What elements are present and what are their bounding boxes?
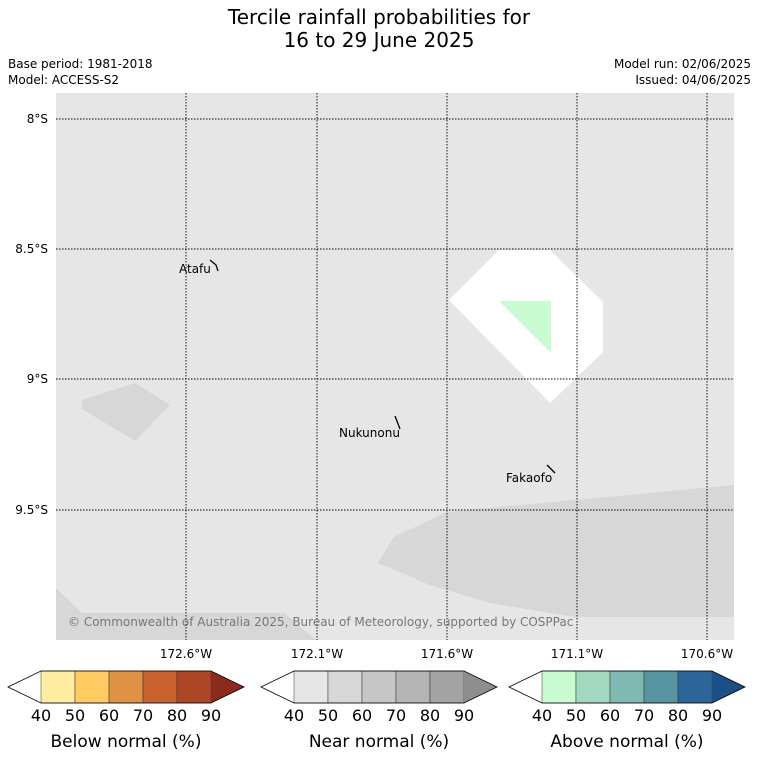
colorbar-below-normal-segment <box>74 670 110 704</box>
graticule <box>56 93 734 640</box>
colorbar-below-normal-segment <box>108 670 144 704</box>
colorbar-near-normal-segment <box>395 670 431 704</box>
colorbar-below-normal-tick-label: 70 <box>133 706 153 725</box>
lon-label-172-1w: 172.1°W <box>291 647 343 661</box>
colorbar-above-normal-segment <box>643 670 679 704</box>
colorbar-near-normal-tick-label: 80 <box>420 706 440 725</box>
colorbar-above-normal-extend-low <box>509 671 542 703</box>
near-normal-patch-west <box>82 383 170 441</box>
colorbar-above-normal-tick-label: 50 <box>566 706 586 725</box>
colorbar-above-normal-tick-label: 90 <box>702 706 722 725</box>
colorbar-near-normal-tick-label: 60 <box>352 706 372 725</box>
colorbar-above-normal: 40 50 60 70 80 90 Above normal (%) <box>508 670 746 752</box>
title-line-2: 16 to 29 June 2025 <box>283 28 475 52</box>
colorbar-below-normal-tick-label: 40 <box>31 706 51 725</box>
colorbar-near-normal-title: Near normal (%) <box>309 732 449 752</box>
colorbar-above-normal-extend-high <box>712 671 745 703</box>
colorbar-near-normal-segment <box>327 670 363 704</box>
colorbar-below-normal: 40 50 60 70 80 90 Below normal (%) <box>7 670 245 752</box>
lat-label-8s: 8°S <box>27 112 48 126</box>
colorbar-below-normal-outline <box>7 670 245 704</box>
base-period-label: Base period: 1981-2018 <box>8 57 153 71</box>
colorbar-below-normal-segment <box>40 670 76 704</box>
lon-label-171-6w: 171.6°W <box>421 647 473 661</box>
place-label-atafu: Atafu <box>179 262 211 276</box>
lon-label-172-6w: 172.6°W <box>160 647 212 661</box>
place-label-nukunonu: Nukunonu <box>339 426 400 440</box>
colorbar-below-normal-tick-label: 90 <box>201 706 221 725</box>
colorbar-above-normal-segment <box>609 670 645 704</box>
lat-label-9s: 9°S <box>27 372 48 386</box>
colorbar-near-normal-tick-label: 40 <box>284 706 304 725</box>
colorbar-below-normal-extend-low <box>8 671 41 703</box>
colorbar-above-normal-segment <box>677 670 713 704</box>
colorbar-near-normal-segment <box>429 670 465 704</box>
colorbar-above-normal-outline <box>508 670 746 704</box>
place-label-fakaofo: Fakaofo <box>506 471 552 485</box>
colorbar-near-normal-segment <box>293 670 329 704</box>
near-normal-patch-southeast <box>378 485 734 617</box>
colorbar-above-normal-tick-label: 60 <box>600 706 620 725</box>
colorbar-above-normal-title: Above normal (%) <box>550 732 703 752</box>
colorbar-near-normal-tick-label: 50 <box>318 706 338 725</box>
copyright-notice: © Commonwealth of Australia 2025, Bureau… <box>68 615 573 629</box>
lon-label-170-6w: 170.6°W <box>681 647 733 661</box>
colorbar-above-normal-segment <box>541 670 577 704</box>
lon-label-171-1w: 171.1°W <box>551 647 603 661</box>
model-run-label: Model run: 02/06/2025 <box>613 57 751 71</box>
atafu-atoll-outline <box>209 259 219 272</box>
issued-label: Issued: 04/06/2025 <box>635 73 751 87</box>
colorbar-above-normal-tick-label: 40 <box>532 706 552 725</box>
nukunonu-atoll-outline <box>394 415 401 430</box>
fakaofo-atoll-outline <box>546 464 556 474</box>
colorbar-below-normal-tick-label: 50 <box>65 706 85 725</box>
colorbar-near-normal-extend-low <box>261 671 294 703</box>
model-label: Model: ACCESS-S2 <box>8 73 120 87</box>
colorbar-above-normal-tick-label: 80 <box>668 706 688 725</box>
near-normal-patch-southwest <box>56 588 316 640</box>
colorbar-below-normal-tick-label: 80 <box>167 706 187 725</box>
colorbar-above-normal-segment <box>575 670 611 704</box>
colorbar-below-normal-tick-label: 60 <box>99 706 119 725</box>
lat-label-9-5s: 9.5°S <box>15 503 48 517</box>
above-normal-patch <box>499 301 551 353</box>
colorbar-near-normal-extend-high <box>464 671 497 703</box>
colorbar-below-normal-segment <box>142 670 178 704</box>
colorbar-near-normal: 40 50 60 70 80 90 Near normal (%) <box>260 670 498 752</box>
colorbar-near-normal-outline <box>260 670 498 704</box>
lat-label-8-5s: 8.5°S <box>15 242 48 256</box>
colorbar-below-normal-title: Below normal (%) <box>51 732 202 752</box>
colorbar-near-normal-tick-label: 70 <box>386 706 406 725</box>
colorbar-below-normal-extend-high <box>211 671 244 703</box>
title-line-1: Tercile rainfall probabilities for <box>227 5 531 29</box>
colorbar-near-normal-tick-label: 90 <box>454 706 474 725</box>
colorbar-below-normal-segment <box>176 670 212 704</box>
colorbar-near-normal-segment <box>361 670 397 704</box>
colorbar-above-normal-tick-label: 70 <box>634 706 654 725</box>
